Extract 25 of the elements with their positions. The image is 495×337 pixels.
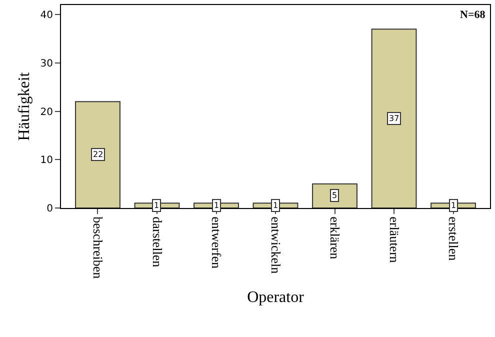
data-label: 22 [93,150,104,159]
bar [371,28,417,208]
x-tick-label: entwickeln [268,216,284,274]
x-tick-label: erklären [328,216,343,260]
x-tick-label: entwerfen [209,216,224,270]
bar [312,183,358,208]
y-tick-label: 20 [40,106,53,118]
data-label: 5 [332,191,338,200]
x-axis-title: Operator [247,288,305,306]
y-tick-label: 40 [40,10,53,22]
y-tick-label: 30 [40,58,53,70]
bar [75,101,120,208]
x-tick-label: erstellen [446,216,462,262]
x-tick-label: beschreiben [90,216,106,280]
annotation: N=68 [460,9,486,21]
data-label: 1 [273,201,278,210]
data-label: 1 [154,201,160,210]
y-tick-label: 0 [46,204,53,214]
x-tick-label: erläutern [386,216,402,264]
data-label: 1 [214,201,220,210]
data-label: 37 [389,114,400,123]
x-tick-label: darstellen [150,216,165,268]
y-tick-label: 10 [40,155,53,166]
y-axis-title: Häufigkeit [16,72,34,141]
data-label: 1 [451,201,456,210]
